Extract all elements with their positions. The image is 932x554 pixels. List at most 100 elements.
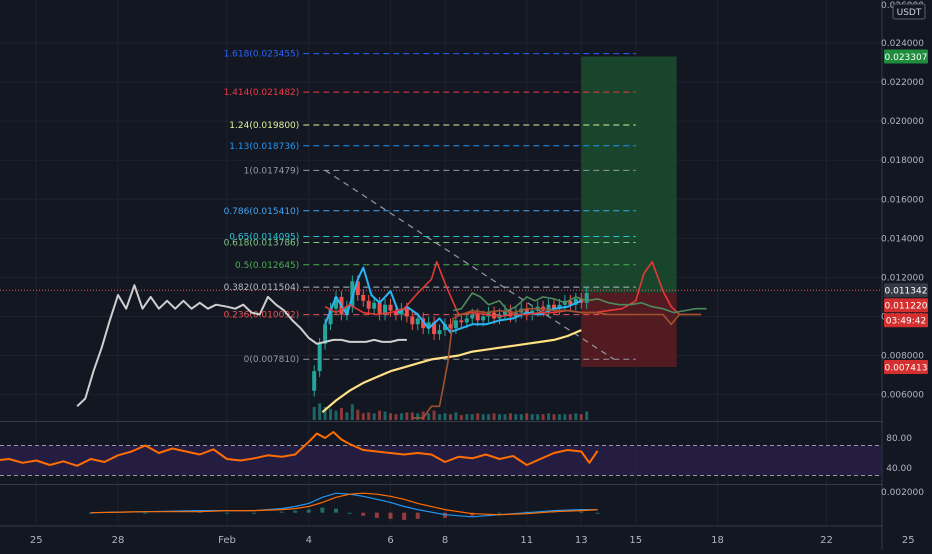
volume-bar-17	[405, 412, 409, 420]
fib-label-5: 0.786(0.015410)	[224, 207, 300, 217]
fib-label-0: 1.618(0.023455)	[224, 50, 300, 60]
volume-bar-23	[438, 414, 442, 420]
candle-body-19	[415, 318, 420, 325]
time-tick-9: 18	[711, 535, 724, 546]
currency-label: USDT	[897, 8, 922, 18]
volume-bar-25	[448, 414, 452, 420]
volume-bar-30	[476, 413, 480, 420]
volume-bar-34	[498, 414, 501, 420]
fib-label-7: 0.618(0.013786)	[224, 239, 300, 249]
macd-hist-22	[595, 512, 600, 514]
volume-bar-10	[367, 412, 371, 420]
series-red-line	[324, 260, 702, 318]
volume-bar-47	[568, 414, 572, 420]
volume-bar-14	[389, 413, 392, 420]
candle-body-14	[388, 304, 393, 311]
volume-bars	[312, 403, 589, 420]
price-badge-label-1: 0.011342	[885, 287, 928, 297]
currency-box	[892, 3, 926, 20]
volume-bar-46	[563, 414, 567, 420]
time-tick-0: 25	[30, 535, 43, 546]
candle-body-4	[334, 296, 338, 309]
time-tick-2: Feb	[218, 535, 236, 546]
series-brown-line	[412, 307, 702, 419]
price-tick-1: 0.022000	[881, 78, 924, 88]
time-tick-4: 6	[387, 535, 393, 546]
volume-bar-24	[443, 413, 447, 420]
price-tick-6: 0.012000	[881, 273, 924, 283]
candle-body-39	[524, 308, 529, 315]
price-tick-4: 0.016000	[881, 195, 924, 205]
time-tick-1: 28	[112, 535, 125, 546]
macd-hist-0	[88, 512, 93, 514]
macd-hist-15	[415, 512, 420, 519]
volume-bar-5	[339, 407, 343, 420]
price-tick-9: 0.006000	[881, 391, 924, 401]
macd-hist-5	[279, 511, 284, 513]
candle-body-20	[421, 318, 426, 329]
rsi-tick-1: 40.00	[886, 464, 912, 474]
volume-bar-13	[383, 411, 387, 420]
volume-bar-32	[487, 414, 491, 420]
candle-body-44	[552, 304, 556, 309]
macd-hist-10	[347, 512, 352, 514]
volume-bar-8	[356, 409, 360, 420]
candle-body-17	[404, 308, 409, 317]
take-profit-zone	[581, 56, 677, 293]
candle-body-13	[383, 304, 388, 315]
volume-bar-26	[454, 412, 458, 420]
volume-bar-28	[465, 414, 469, 420]
candle-body-12	[377, 302, 382, 315]
volume-bar-1	[318, 403, 322, 420]
candle-body-25	[448, 324, 453, 329]
volume-bar-2	[323, 407, 327, 420]
candle-body-6	[344, 306, 349, 315]
macd-panel	[88, 492, 600, 520]
fib-label-8: 0.5(0.012645)	[235, 261, 299, 271]
candle-body-0	[312, 371, 317, 391]
fib-label-9: 0.382(0.011504)	[224, 283, 300, 293]
candle-body-45	[557, 304, 562, 309]
candle-body-29	[470, 314, 475, 319]
macd-hist-1	[143, 512, 148, 514]
stop-loss-zone	[581, 292, 677, 368]
price-badge-2	[884, 298, 928, 313]
volume-bar-48	[574, 413, 578, 420]
macd-tick-0: 0.002000	[881, 488, 924, 498]
time-tick-11: 25	[902, 535, 915, 546]
candle-body-22	[432, 322, 437, 335]
candle-body-10	[366, 300, 371, 309]
volume-bar-3	[329, 408, 333, 420]
rsi-line	[0, 431, 599, 467]
fib-label-4: 1(0.017479)	[244, 166, 300, 176]
candle-body-26	[453, 320, 458, 329]
price-badge-0	[884, 49, 928, 64]
macd-hist-14	[402, 512, 407, 520]
price-tick-2: 0.020000	[881, 117, 924, 127]
macd-hist-8	[320, 507, 325, 513]
volume-bar-44	[552, 414, 556, 420]
price-tick-8: 0.008000	[881, 352, 924, 362]
series-green-line	[453, 292, 707, 314]
series-white-line	[76, 284, 407, 408]
candle-body-2	[323, 324, 328, 344]
price-badge-label-3: 03:49:42	[886, 317, 926, 327]
price-axis-bg	[883, 0, 932, 550]
price-badge-4	[884, 360, 928, 375]
macd-hist-6	[293, 510, 298, 513]
time-tick-7: 13	[575, 535, 588, 546]
volume-bar-35	[503, 414, 507, 420]
fibonacci-levels: 1.618(0.023455) 1.414(0.021482) 1.24(0.019…	[224, 50, 636, 365]
rsi-panel	[0, 431, 882, 476]
volume-bar-42	[541, 414, 545, 420]
macd-hist-12	[374, 512, 379, 518]
price-tick-0: 0.024000	[881, 39, 924, 49]
volume-bar-16	[399, 413, 403, 420]
time-tick-5: 8	[442, 535, 448, 546]
indicator-lines	[76, 260, 707, 419]
volume-bar-27	[459, 415, 463, 420]
fib-label-10: 0.236(0.010092)	[224, 311, 300, 321]
candle-body-24	[443, 324, 447, 331]
